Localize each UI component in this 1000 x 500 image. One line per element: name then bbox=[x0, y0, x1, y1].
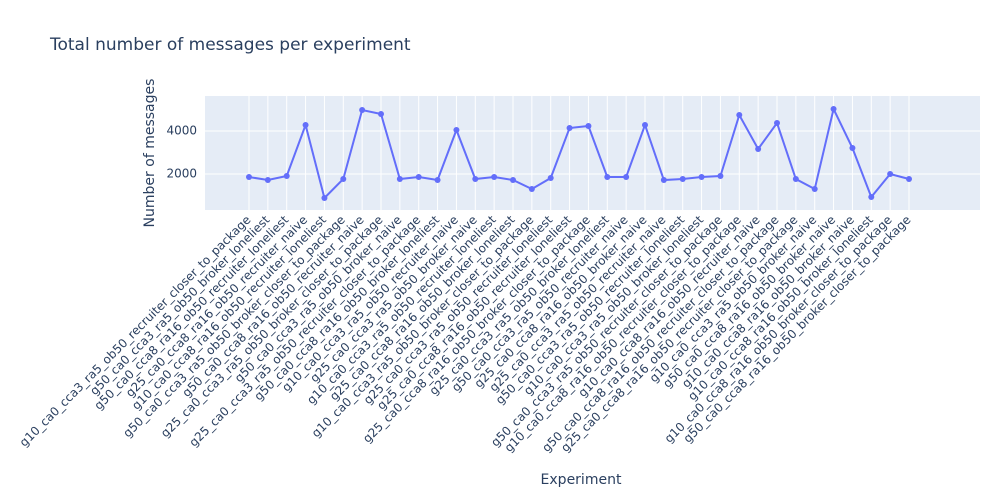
marker bbox=[396, 176, 403, 183]
marker bbox=[660, 177, 667, 184]
marker bbox=[717, 173, 724, 180]
marker bbox=[585, 122, 592, 129]
y-tick-label: 2000 bbox=[166, 167, 197, 181]
marker bbox=[811, 186, 818, 193]
marker bbox=[264, 177, 271, 184]
marker bbox=[359, 106, 366, 113]
marker bbox=[679, 176, 686, 183]
marker bbox=[491, 174, 498, 181]
plot-area bbox=[205, 96, 980, 210]
marker bbox=[623, 174, 630, 181]
marker bbox=[283, 173, 290, 180]
marker bbox=[415, 174, 422, 181]
marker bbox=[906, 176, 912, 183]
marker bbox=[528, 186, 535, 193]
marker bbox=[510, 177, 516, 184]
line bbox=[248, 106, 910, 200]
marker bbox=[849, 145, 856, 152]
marker bbox=[547, 175, 554, 182]
marker bbox=[566, 124, 573, 131]
marker bbox=[378, 110, 384, 117]
marker bbox=[321, 195, 328, 202]
marker bbox=[642, 121, 648, 128]
marker bbox=[302, 121, 309, 128]
marker bbox=[453, 126, 460, 133]
marker bbox=[604, 174, 611, 181]
marker bbox=[472, 176, 479, 183]
marker bbox=[434, 177, 441, 184]
y-tick-label: 4000 bbox=[166, 124, 197, 138]
y-axis-title: Number of messages bbox=[142, 79, 158, 228]
marker bbox=[698, 174, 705, 181]
marker bbox=[774, 120, 780, 127]
marker bbox=[736, 112, 743, 119]
marker bbox=[340, 176, 347, 183]
marker bbox=[792, 176, 799, 183]
x-axis-title: Experiment bbox=[541, 472, 622, 488]
marker bbox=[246, 174, 252, 181]
marker bbox=[830, 106, 837, 113]
marker bbox=[868, 194, 875, 201]
marker bbox=[887, 171, 894, 178]
marker bbox=[755, 146, 762, 153]
chart-title: Total number of messages per experiment bbox=[49, 35, 411, 55]
